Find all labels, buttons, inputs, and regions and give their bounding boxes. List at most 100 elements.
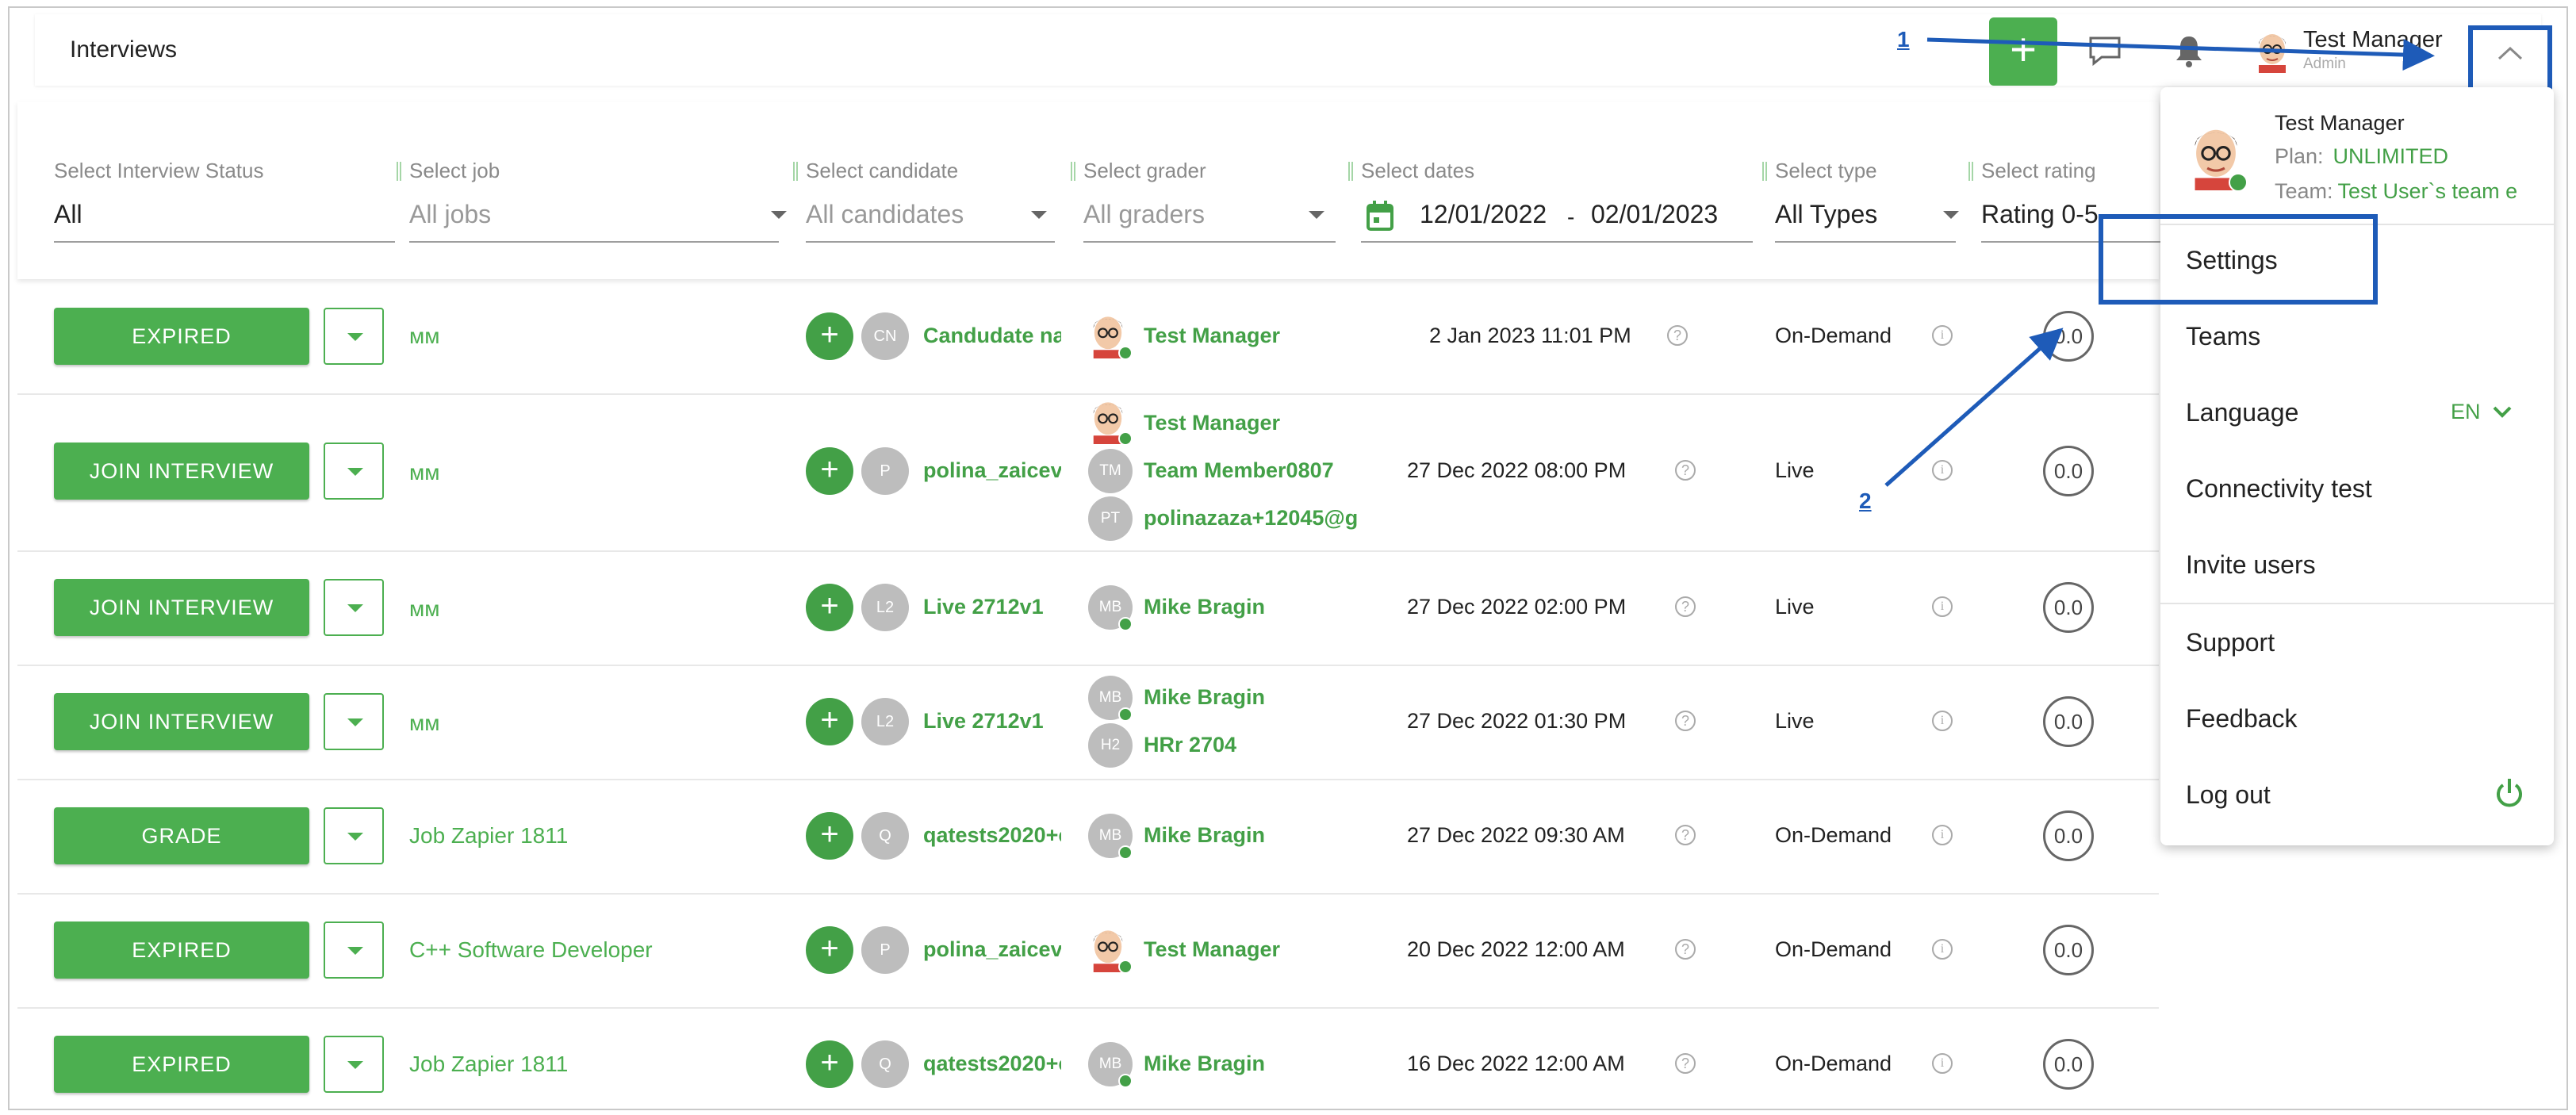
language-selector[interactable]: EN	[2451, 400, 2481, 423]
job-link[interactable]: мм	[409, 711, 440, 735]
add-candidate-button[interactable]: +	[806, 584, 853, 631]
expired-button[interactable]: EXPIRED	[54, 922, 309, 979]
candidate-name[interactable]: Candudate name	[923, 324, 1061, 347]
filter-value: All Types	[1775, 200, 1878, 228]
add-candidate-button[interactable]: +	[806, 698, 853, 745]
grader-name[interactable]: Test Manager	[1144, 324, 1281, 347]
expired-button[interactable]: EXPIRED	[54, 308, 309, 365]
join-interview-button[interactable]: JOIN INTERVIEW	[54, 693, 309, 750]
filter-grader[interactable]: Select grader All graders	[1071, 159, 1336, 243]
annotation-1: 1	[1897, 27, 1910, 52]
grader-name[interactable]: Mike Bragin	[1144, 1052, 1266, 1075]
job-link[interactable]: мм	[409, 596, 440, 621]
date-end[interactable]: 02/01/2023	[1591, 200, 1719, 228]
menu-item-settings[interactable]: Settings	[2186, 246, 2278, 274]
caret-down-icon	[1309, 211, 1324, 219]
menu-item-log-out[interactable]: Log out	[2186, 780, 2271, 809]
add-interview-button[interactable]: +	[1989, 17, 2057, 86]
interview-type: On-Demand	[1775, 937, 1892, 961]
add-candidate-button[interactable]: +	[806, 1040, 853, 1088]
grader-name[interactable]: Mike Bragin	[1144, 823, 1266, 847]
grader-avatar: TM	[1088, 449, 1133, 493]
grade-button[interactable]: GRADE	[54, 807, 309, 864]
menu-item-support[interactable]: Support	[2186, 628, 2275, 657]
add-candidate-button[interactable]: +	[806, 926, 853, 974]
menu-item-connectivity-test[interactable]: Connectivity test	[2186, 474, 2372, 503]
row-menu-button[interactable]	[324, 807, 384, 864]
job-link[interactable]: Job Zapier 1811	[409, 823, 569, 848]
date-start[interactable]: 12/01/2022	[1420, 200, 1547, 228]
page-title: Interviews	[70, 36, 178, 63]
grader-name[interactable]: Mike Bragin	[1144, 685, 1266, 709]
join-interview-button[interactable]: JOIN INTERVIEW	[54, 443, 309, 500]
filter-status[interactable]: Select Interview Status All	[54, 159, 395, 243]
divider	[1071, 162, 1075, 181]
help-icon[interactable]: ?	[1675, 711, 1696, 731]
info-icon[interactable]: i	[1932, 711, 1953, 731]
add-candidate-button[interactable]: +	[806, 812, 853, 860]
caret-down-icon	[347, 833, 363, 841]
help-icon[interactable]: ?	[1675, 939, 1696, 960]
add-candidate-button[interactable]: +	[806, 447, 853, 495]
job-link[interactable]: мм	[409, 324, 440, 348]
chat-icon[interactable]	[2087, 33, 2122, 68]
divider	[397, 162, 401, 181]
filter-candidate[interactable]: Select candidate All candidates	[793, 159, 1055, 243]
row-menu-button[interactable]	[324, 1036, 384, 1093]
row-menu-button[interactable]	[324, 922, 384, 979]
row-menu-button[interactable]	[324, 693, 384, 750]
candidate-name[interactable]: qatests2020+c	[923, 823, 1061, 847]
divider	[1762, 162, 1767, 181]
expired-button[interactable]: EXPIRED	[54, 1036, 309, 1093]
menu-item-feedback[interactable]: Feedback	[2186, 704, 2298, 733]
rating-badge: 0.0	[2043, 582, 2094, 633]
row-menu-button[interactable]	[324, 579, 384, 636]
menu-item-invite-users[interactable]: Invite users	[2186, 550, 2316, 579]
user-dropdown-menu: Test Manager Plan: UNLIMITED Team: Test Us…	[2160, 87, 2554, 845]
candidate-name[interactable]: qatests2020+c	[923, 1052, 1061, 1075]
online-indicator	[1118, 617, 1133, 631]
candidate-name[interactable]: Live 2712v1	[923, 709, 1044, 733]
grader-name[interactable]: Test Manager	[1144, 937, 1281, 961]
help-icon[interactable]: ?	[1675, 596, 1696, 617]
grader-name[interactable]: Team Member0807	[1144, 458, 1334, 482]
info-icon[interactable]: i	[1932, 596, 1953, 617]
add-candidate-button[interactable]: +	[806, 312, 853, 360]
join-interview-button[interactable]: JOIN INTERVIEW	[54, 579, 309, 636]
filter-job[interactable]: Select job All jobs	[397, 159, 787, 243]
row-menu-button[interactable]	[324, 308, 384, 365]
grader-name[interactable]: Mike Bragin	[1144, 595, 1266, 619]
grader-name[interactable]: HRr 2704	[1144, 733, 1237, 757]
online-indicator	[2229, 173, 2248, 192]
menu-item-teams[interactable]: Teams	[2186, 322, 2261, 351]
row-menu-button[interactable]	[324, 443, 384, 500]
candidate-name[interactable]: polina_zaiceva	[923, 458, 1061, 482]
job-link[interactable]: мм	[409, 460, 440, 485]
filter-rating[interactable]: Select rating Rating 0-5	[1968, 159, 2164, 243]
info-icon[interactable]: i	[1932, 325, 1953, 346]
candidate-avatar: P	[861, 926, 909, 974]
filter-type[interactable]: Select type All Types	[1762, 159, 1959, 243]
help-icon[interactable]: ?	[1667, 325, 1688, 346]
filter-dates[interactable]: Select dates 12/01/2022 - 02/01/2023	[1348, 159, 1753, 243]
menu-item-language[interactable]: Language	[2186, 398, 2299, 427]
candidate-name[interactable]: Live 2712v1	[923, 595, 1044, 619]
rating-badge: 0.0	[2043, 1039, 2094, 1090]
info-icon[interactable]: i	[1932, 460, 1953, 481]
candidate-name[interactable]: polina_zaiceva	[923, 937, 1061, 961]
grader-name[interactable]: polinazaza+12045@g	[1144, 506, 1359, 530]
info-icon[interactable]: i	[1932, 1053, 1953, 1074]
info-icon[interactable]: i	[1932, 825, 1953, 845]
info-icon[interactable]: i	[1932, 939, 1953, 960]
help-icon[interactable]: ?	[1675, 460, 1696, 481]
help-icon[interactable]: ?	[1675, 1053, 1696, 1074]
interview-type: Live	[1775, 458, 1815, 482]
job-link[interactable]: Job Zapier 1811	[409, 1052, 569, 1076]
grader-name[interactable]: Test Manager	[1144, 411, 1281, 435]
help-icon[interactable]: ?	[1675, 825, 1696, 845]
annotation-arrow-2	[1884, 328, 2064, 487]
job-link[interactable]: C++ Software Developer	[409, 937, 653, 962]
candidate-avatar: CN	[861, 312, 909, 360]
power-icon[interactable]	[2494, 777, 2525, 810]
